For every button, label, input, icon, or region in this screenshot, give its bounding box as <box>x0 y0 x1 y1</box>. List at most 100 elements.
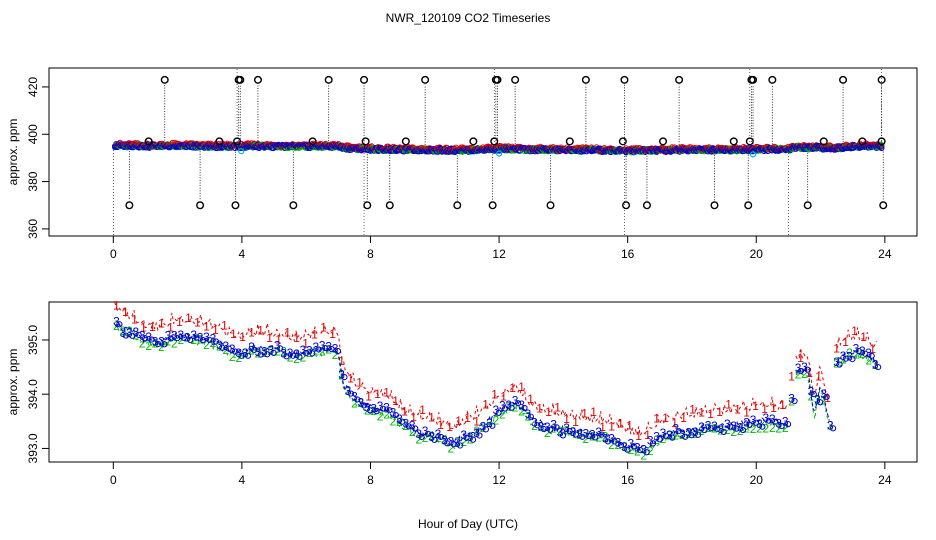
series-symbol-3: 3 <box>493 403 500 417</box>
series-symbol-3: 3 <box>698 420 705 434</box>
series-symbol-2: 2 <box>647 444 654 458</box>
series-symbol-3: 3 <box>370 401 377 415</box>
series-symbol-3: 3 <box>473 426 480 440</box>
series-symbol-3: 3 <box>730 419 737 433</box>
x-tick-label: 20 <box>750 247 764 261</box>
series-symbol-1: 1 <box>491 387 498 401</box>
high-outlier <box>749 75 758 84</box>
series-marker-3 <box>244 352 252 359</box>
low-outlier <box>385 201 394 210</box>
series-marker-3 <box>836 361 843 368</box>
series-symbol-2: 2 <box>750 422 757 436</box>
series-symbol-3: 3 <box>184 330 191 344</box>
series-symbol-2: 2 <box>493 413 500 427</box>
top-plot: 0 4 8 12 16 20 24 360 380 400 420 <box>26 69 892 261</box>
series-marker-3 <box>733 425 740 432</box>
series-marker-3 <box>527 413 535 420</box>
series-symbol-1: 1 <box>221 318 228 332</box>
series-symbol-2: 2 <box>158 340 165 354</box>
series-symbol-1: 1 <box>554 401 561 415</box>
series-marker-3 <box>804 366 811 373</box>
series-symbol-3: 3 <box>274 339 281 353</box>
series-symbol-3: 3 <box>538 419 545 433</box>
series-marker-3 <box>334 347 342 355</box>
series-symbol-1: 1 <box>266 331 273 345</box>
series-symbol-3: 3 <box>505 398 512 412</box>
series-marker-3 <box>701 426 708 433</box>
series-symbol-1: 1 <box>581 407 588 421</box>
series-symbol-3: 3 <box>190 328 197 342</box>
series-symbol-3: 3 <box>673 421 680 435</box>
series-symbol-1: 1 <box>149 320 156 334</box>
series-symbol-1: 1 <box>158 316 165 330</box>
series-symbol-2: 2 <box>853 347 860 361</box>
mid-outlier <box>308 137 317 146</box>
low-outlier <box>642 201 651 210</box>
series-symbol-3: 3 <box>325 339 332 353</box>
series-symbol-1: 1 <box>635 429 642 443</box>
series-marker-3 <box>251 346 258 353</box>
series-marker-3 <box>328 346 335 353</box>
series-symbol-2: 2 <box>126 324 133 338</box>
series-symbol-2: 2 <box>570 424 577 438</box>
series-symbol-2: 2 <box>756 422 763 436</box>
series-symbol-2: 2 <box>743 422 750 436</box>
series-symbol-3: 3 <box>724 417 731 431</box>
series-marker-3 <box>829 425 837 432</box>
series-symbol-3: 3 <box>428 430 435 444</box>
series-symbol-2: 2 <box>538 420 545 434</box>
mid-outlier <box>490 137 499 146</box>
series-marker-3 <box>315 346 322 353</box>
series-symbol-3: 3 <box>126 326 133 340</box>
series-symbol-3: 3 <box>846 349 853 363</box>
series-symbol-2: 2 <box>730 425 737 439</box>
y-tick-label: 393.0 <box>26 433 40 463</box>
series-symbol-2: 2 <box>795 368 802 382</box>
series-marker-3 <box>148 336 155 343</box>
series-symbol-2: 2 <box>486 416 493 430</box>
series-symbol-2: 2 <box>165 335 172 349</box>
series-symbol-2: 2 <box>428 429 435 443</box>
series-marker-3 <box>727 423 734 430</box>
series-marker-3 <box>347 390 354 397</box>
series-symbol-2: 2 <box>229 350 236 364</box>
series-symbol-3: 3 <box>795 361 802 375</box>
series-symbol-3: 3 <box>357 396 364 410</box>
series-symbol-3: 3 <box>248 340 255 354</box>
series-marker-3 <box>174 335 181 342</box>
series-marker-3 <box>495 409 502 416</box>
series-marker-3 <box>154 340 162 348</box>
series-symbol-2: 2 <box>775 422 782 436</box>
series-symbol-1: 1 <box>320 320 327 334</box>
low-outlier <box>879 201 888 210</box>
series-symbol-3: 3 <box>602 432 609 446</box>
series-marker-3 <box>489 422 496 429</box>
series-marker-3 <box>617 442 625 449</box>
series-symbol-3: 3 <box>409 419 416 433</box>
x-tick-label: 12 <box>492 473 506 487</box>
series-symbol-1: 1 <box>815 370 822 384</box>
series-symbol-1: 1 <box>788 370 795 384</box>
series-symbol-3: 3 <box>396 412 403 426</box>
series-symbol-1: 1 <box>185 311 192 325</box>
series-symbol-3: 3 <box>364 401 371 415</box>
series-symbol-2: 2 <box>242 346 249 360</box>
series-symbol-3: 3 <box>139 328 146 342</box>
series-symbol-2: 2 <box>300 351 307 365</box>
series-symbol-3: 3 <box>403 417 410 431</box>
series-marker-3 <box>457 442 464 449</box>
mid-outlier <box>877 137 886 146</box>
series-symbol-3: 3 <box>775 416 782 430</box>
series-symbol-1: 1 <box>176 315 183 329</box>
series-symbol-3: 3 <box>377 399 384 413</box>
series-marker-3 <box>746 421 753 429</box>
series-marker-3 <box>862 350 869 357</box>
series-symbol-3: 3 <box>422 424 429 438</box>
series-symbol-3: 3 <box>808 384 815 398</box>
y-tick-label: 395.0 <box>26 325 40 355</box>
series-symbol-3: 3 <box>312 340 319 354</box>
series-symbol-1: 1 <box>743 405 750 419</box>
chart-title: NWR_120109 CO2 Timeseries <box>386 11 551 25</box>
series-symbol-3: 3 <box>711 419 718 433</box>
series-marker-3 <box>405 423 412 430</box>
